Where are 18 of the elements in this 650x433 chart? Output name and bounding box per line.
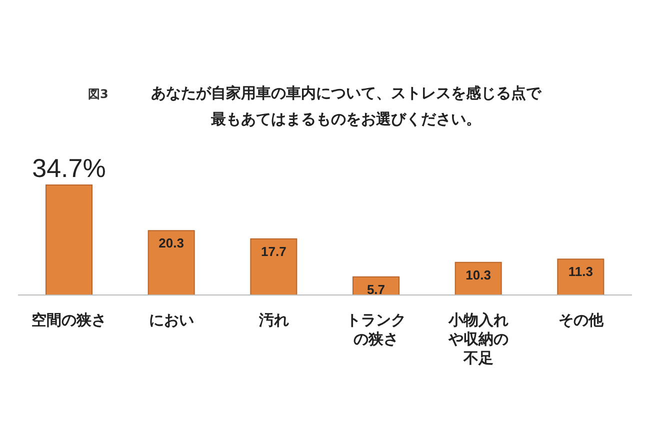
x-tick-label: 汚れ xyxy=(258,311,289,329)
x-tick-label: 空間の狭さ xyxy=(32,311,107,329)
data-label: 10.3 xyxy=(466,267,491,282)
data-label: 5.7 xyxy=(366,282,386,297)
bar xyxy=(250,238,298,296)
bar xyxy=(557,258,604,296)
chart-title: あなたが自家用車の車内について、ストレスを感じる点で最もあてはまるものをお選びください。 xyxy=(150,83,542,130)
x-tick-label: 小物入れや収納の不足 xyxy=(448,311,508,367)
bar xyxy=(148,230,195,296)
x-tick-label: におい xyxy=(149,311,194,329)
x-tick-label: トランクの狭さ xyxy=(346,311,406,348)
data-label: 20.3 xyxy=(158,236,184,251)
data-label: 34.7% xyxy=(32,153,106,183)
data-label: 11.3 xyxy=(568,264,593,280)
caption: 図3 xyxy=(88,86,108,103)
bar xyxy=(46,184,92,296)
data-label: 17.7 xyxy=(261,244,286,259)
x-tick-label: その他 xyxy=(558,311,604,329)
